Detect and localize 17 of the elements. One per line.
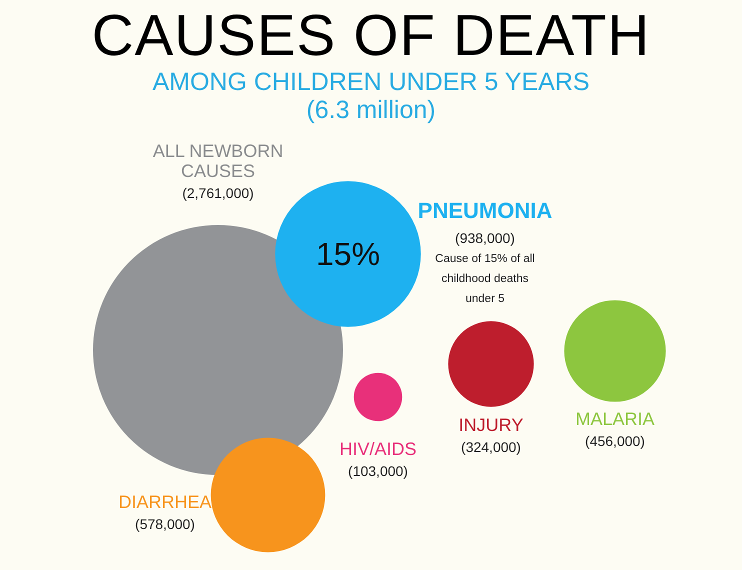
- data-label: (103,000): [348, 462, 408, 479]
- text: 15%: [316, 236, 380, 272]
- category-label: ALL NEWBORN CAUSES: [152, 140, 284, 181]
- category-label: PNEUMONIA: [418, 198, 552, 224]
- text: AMONG CHILDREN UNDER 5 YEARS: [151, 68, 591, 97]
- data-label: (578,000): [135, 516, 195, 532]
- category-label: HIV/AIDS: [339, 438, 417, 459]
- data-label: (2,761,000): [182, 184, 254, 201]
- data-label: (324,000): [461, 438, 521, 455]
- data-label: (938,000): [455, 230, 515, 246]
- category-label: INJURY: [458, 414, 524, 435]
- data-label: (456,000): [585, 432, 645, 449]
- text: Cause of 15% of all childhood deaths under 5: [435, 253, 535, 306]
- category-label: DIARRHEA: [118, 492, 212, 512]
- text: CAUSES OF DEATH: [90, 2, 652, 69]
- text: (6.3 million): [305, 96, 437, 125]
- category-label: MALARIA: [575, 408, 655, 429]
